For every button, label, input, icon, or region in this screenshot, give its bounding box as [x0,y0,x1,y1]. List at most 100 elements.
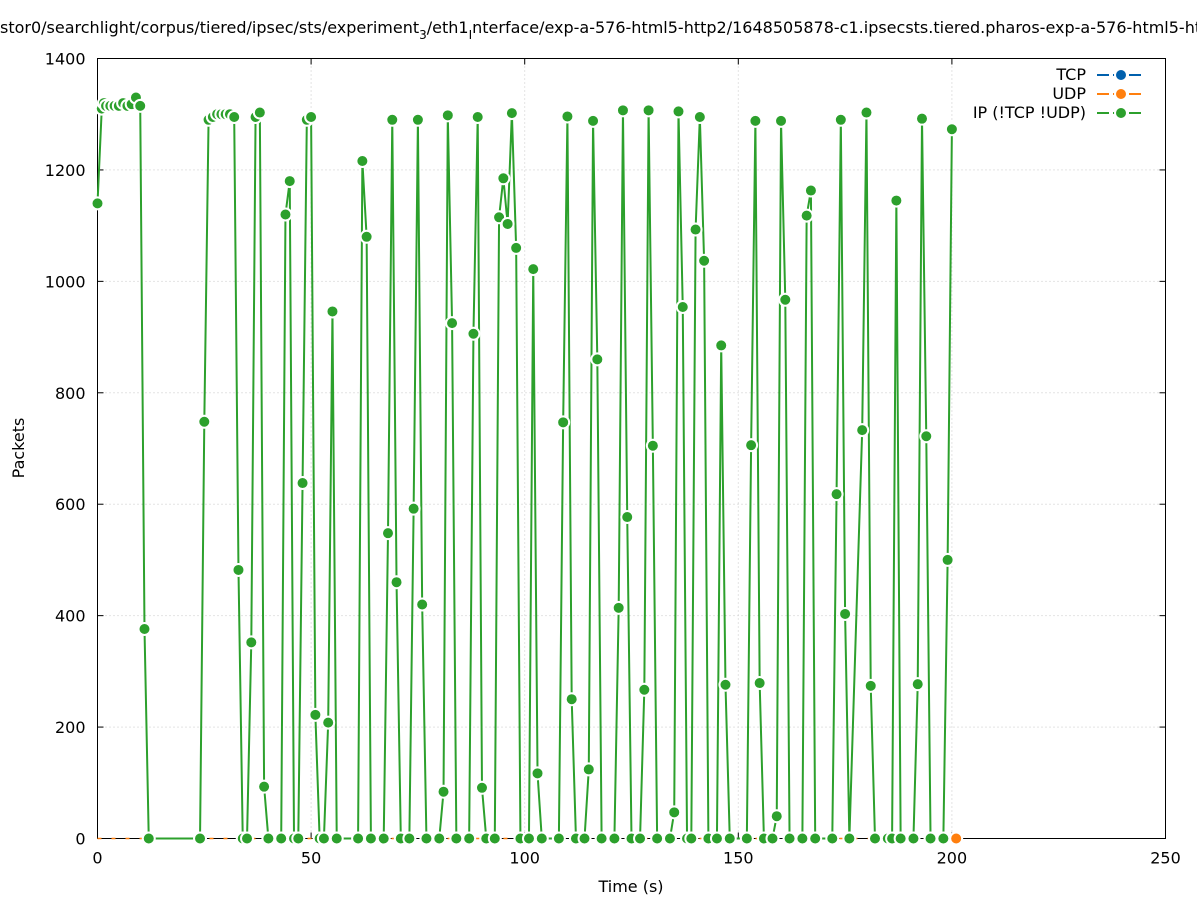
ip-data-point [799,208,814,223]
ip-data-point [462,831,477,846]
y-tick-label: 0 [75,830,85,849]
title-part-2: /eth1 [427,18,469,37]
ip-data-point [611,600,626,615]
ip-data-point [385,112,400,127]
ip-data-point [500,216,515,231]
ip-data-point [295,476,310,491]
y-tick-label: 400 [55,607,86,626]
x-axis-label: Time (s) [597,877,663,896]
ip-data-point [363,831,378,846]
ip-data-point [470,110,485,124]
ip-data-point [449,831,464,846]
ip-data-point [936,831,951,846]
y-tick-label: 1200 [45,161,86,180]
ip-data-point [594,831,609,846]
ip-data-point [752,676,767,691]
ip-data-point [620,510,635,525]
ip-data-point [833,112,848,127]
ip-data-point [842,831,857,846]
ip-data-point [530,766,545,781]
series-layer [90,90,964,846]
ip-data-point [402,831,417,846]
ip-data-point [308,707,323,722]
x-tick-label: 0 [92,849,102,868]
ip-data-point [487,831,502,846]
ip-data-point [607,831,622,846]
ip-data-point [919,429,934,444]
ip-data-point [722,831,737,846]
ip-data-point [859,105,874,120]
ip-data-point [709,831,724,846]
axis-ticks: 0 50 100 150 200 250 0 200 400 600 800 1000 1200 1400 [45,50,1181,868]
ip-data-point [803,183,818,198]
ip-data-point [633,831,648,846]
y-tick-label: 800 [55,384,86,403]
x-tick-label: 100 [509,849,540,868]
ip-data-point [923,831,938,846]
ip-data-point [436,784,451,799]
ip-data-point [650,831,665,846]
ip-data-point [90,196,105,211]
ip-data-point [808,831,823,846]
ip-data-point [671,104,686,119]
ip-data-point [526,262,541,277]
ip-data-point [906,831,921,846]
ip-data-point [718,677,733,692]
ip-data-point [586,113,601,128]
ip-data-point [829,487,844,502]
udp-data-point [949,831,964,846]
ip-data-point [615,103,630,118]
x-tick-label: 50 [301,849,321,868]
plot-frame [97,58,1166,839]
ip-data-point [389,575,404,590]
ip-data-point [257,779,272,794]
ip-data-point [509,240,524,255]
y-tick-label: 600 [55,495,86,514]
ip-data-point [641,103,656,118]
title-part-3: nterface/exp-a-576-html5-http2/164850587… [472,18,1197,37]
ip-data-point [795,831,810,846]
title-subscript-1: 3 [419,28,427,42]
ip-data-point [590,352,605,367]
ip-data-point [415,597,430,612]
ip-data-point [316,831,331,846]
ip-data-point [564,692,579,707]
ip-data-point [521,831,536,846]
legend-label: IP (!TCP !UDP) [973,103,1086,122]
ip-data-point [769,809,784,824]
ip-data-point [910,677,925,692]
ip-data-point [282,174,297,189]
ip-data-point [496,171,511,186]
chart-title: stor0/searchlight/corpus/tiered/ipsec/st… [0,18,1197,42]
ip-data-point [227,110,242,124]
ip-data-point [440,108,455,123]
ip-data-point [645,438,660,453]
ip-data-point [137,622,152,637]
ip-data-point [445,316,460,331]
ip-data-point [914,111,929,126]
ip-data-point [692,110,707,124]
ip-data-point [774,113,789,128]
ip-data-point [688,222,703,237]
x-tick-label: 150 [723,849,754,868]
ip-data-point [868,831,883,846]
y-tick-label: 1400 [45,50,86,69]
legend-label: TCP [1055,65,1086,84]
ip-data-point [838,606,853,621]
ip-data-point [560,109,575,124]
ip-data-point [261,831,276,846]
ip-data-point [197,414,212,429]
ip-data-point [231,562,246,577]
grid-lines [97,58,1166,839]
ip-data-point [359,229,374,244]
ip-data-point [240,831,255,846]
ip-data-point [274,831,289,846]
legend-label: UDP [1052,84,1086,103]
ip-data-point [893,831,908,846]
ip-data-point [778,292,793,307]
x-tick-label: 200 [937,849,968,868]
ip-data-point [556,415,571,430]
ip-data-point [697,253,712,268]
ip-data-point [940,552,955,567]
